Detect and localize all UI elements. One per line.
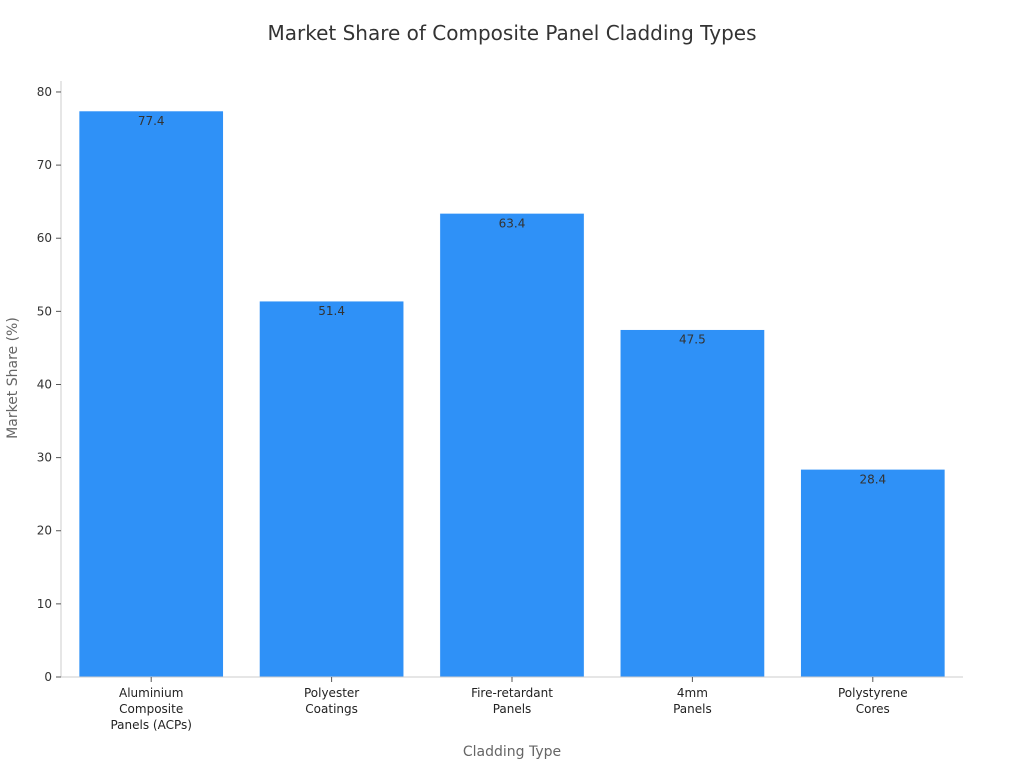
x-category-label-line: Composite — [119, 702, 183, 716]
bar — [259, 300, 405, 678]
y-tick-label: 50 — [37, 304, 52, 318]
y-ticks: 0 10 20 30 40 50 60 70 80 — [37, 85, 61, 684]
y-tick-label: 40 — [37, 377, 52, 391]
x-category-label: Aluminium Composite Panels (ACPs) — [110, 686, 191, 732]
bar — [619, 329, 765, 678]
bar — [800, 469, 946, 678]
bar-value-label: 51.4 — [318, 304, 345, 318]
bars-layer: 77.4 51.4 63.4 47.5 28.4 — [78, 110, 946, 678]
x-category-label-line: Fire-retardant — [471, 686, 553, 700]
x-axis-title: Cladding Type — [463, 744, 561, 760]
bar-value-label: 47.5 — [679, 333, 706, 347]
y-tick-label: 80 — [37, 85, 52, 99]
bar — [78, 110, 224, 678]
x-category-label-line: Cores — [856, 702, 890, 716]
bar — [439, 213, 585, 678]
x-category-label: 4mm Panels — [673, 686, 712, 716]
chart-title: Market Share of Composite Panel Cladding… — [267, 21, 756, 45]
y-tick-label: 30 — [37, 451, 52, 465]
x-category-label-line: Panels (ACPs) — [110, 718, 191, 732]
x-category-label-line: Coatings — [305, 702, 358, 716]
y-tick-label: 0 — [44, 670, 52, 684]
bar-value-label: 63.4 — [499, 216, 526, 230]
x-category-label-line: 4mm — [677, 686, 708, 700]
x-category-label-line: Panels — [673, 702, 712, 716]
x-category-label: Fire-retardant Panels — [471, 686, 553, 716]
x-category-label-line: Polystyrene — [838, 686, 908, 700]
y-tick-label: 60 — [37, 231, 52, 245]
x-category-label-line: Polyester — [304, 686, 359, 700]
bar-value-label: 28.4 — [859, 472, 886, 486]
y-axis-title: Market Share (%) — [5, 317, 21, 439]
y-tick-label: 10 — [37, 597, 52, 611]
x-category-label-line: Aluminium — [119, 686, 183, 700]
x-category-labels: Aluminium Composite Panels (ACPs) Polyester… — [110, 677, 908, 732]
y-tick-label: 20 — [37, 524, 52, 538]
x-category-label: Polystyrene Cores — [838, 686, 908, 716]
x-category-label-line: Panels — [493, 702, 532, 716]
bar-value-label: 77.4 — [138, 114, 165, 128]
x-category-label: Polyester Coatings — [304, 686, 359, 716]
y-tick-label: 70 — [37, 158, 52, 172]
